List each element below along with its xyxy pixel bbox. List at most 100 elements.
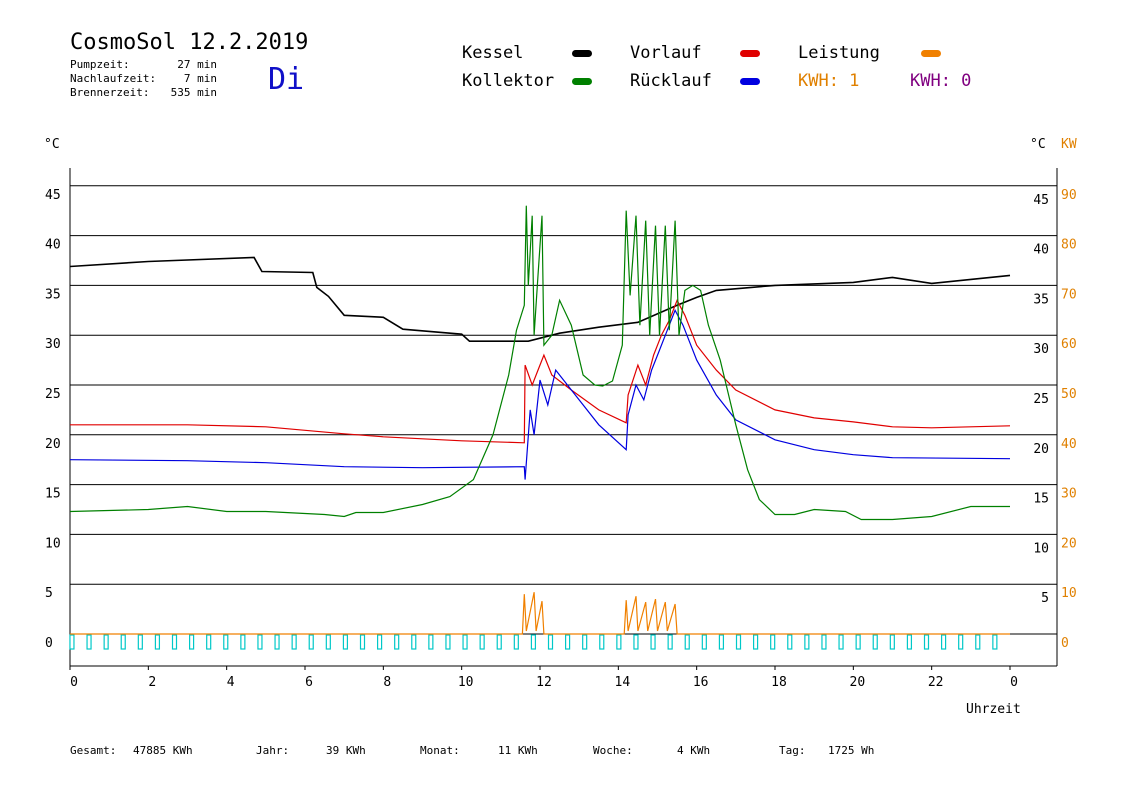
pump-status-marker <box>906 634 913 650</box>
y2-tick-10: 10 <box>1061 586 1077 601</box>
y-tick-right-45: 45 <box>1033 193 1049 208</box>
legend-kwh1: KWH: 1 <box>798 71 860 91</box>
pump-status-marker <box>701 634 707 650</box>
x-tick-label-5: 10 <box>458 675 474 690</box>
y2-tick-70: 70 <box>1061 287 1077 302</box>
legend-kollektor-label: Kollektor <box>462 71 555 91</box>
y-tick-left-15: 15 <box>45 487 61 502</box>
pump-status-marker <box>69 634 75 650</box>
weekday-label: Di <box>268 62 305 97</box>
pump-status-marker <box>582 634 588 650</box>
series-line-leistung <box>70 592 1010 635</box>
pump-status-marker <box>513 634 519 650</box>
x-tick-label-4: 8 <box>383 675 391 690</box>
right-axis-unit-kw: KW <box>1061 137 1077 152</box>
y-tick-left-45: 45 <box>45 188 61 203</box>
info-label-brennerzeit: Brennerzeit: <box>70 86 150 99</box>
y-tick-left-5: 5 <box>45 586 53 601</box>
pump-status-marker <box>206 634 212 650</box>
chart-title: CosmoSol 12.2.2019 <box>70 30 309 55</box>
footer-jahr-label: Jahr: <box>256 744 290 757</box>
y2-tick-80: 80 <box>1061 238 1077 253</box>
right-axis-unit: °C <box>1030 137 1046 152</box>
pump-status-marker <box>752 634 759 650</box>
pump-status-marker <box>120 634 126 650</box>
x-tick-label-11: 22 <box>928 675 944 690</box>
pump-status-marker <box>411 634 417 650</box>
pump-status-marker <box>496 634 502 650</box>
pump-status-marker <box>992 634 998 650</box>
x-tick-label-10: 20 <box>850 675 866 690</box>
pump-status-marker <box>154 634 161 650</box>
pump-status-marker <box>86 634 92 650</box>
x-tick-label-12: 0 <box>1010 675 1018 690</box>
x-axis-label: Uhrzeit <box>966 702 1021 717</box>
pump-status-marker <box>616 634 622 650</box>
pump-status-marker <box>428 634 434 650</box>
pump-status-marker <box>257 634 263 650</box>
info-value-brennerzeit: 535 min <box>170 86 217 99</box>
pump-status-marker <box>770 634 776 650</box>
y-tick-right-30: 30 <box>1033 342 1049 357</box>
x-tick-label-7: 14 <box>615 675 631 690</box>
footer-jahr-value: 39 KWh <box>326 744 366 757</box>
pump-status-marker <box>855 634 861 650</box>
info-value-nachlaufzeit: 7 min <box>183 72 217 85</box>
y2-tick-20: 20 <box>1061 536 1077 551</box>
pump-status-marker <box>718 634 725 650</box>
pump-status-marker <box>530 634 537 650</box>
pump-status-marker <box>291 634 297 650</box>
pump-status-marker <box>564 634 571 650</box>
x-tick-label-6: 12 <box>536 675 552 690</box>
series-line-rücklauf <box>69 308 1011 480</box>
series-line-kollektor <box>69 205 1010 521</box>
y-tick-left-30: 30 <box>45 337 61 352</box>
pump-status-marker <box>240 634 246 650</box>
pump-status-marker <box>308 634 314 650</box>
x-tick-label-3: 6 <box>305 675 313 690</box>
footer-tag-label: Tag: <box>779 744 806 757</box>
y-tick-left-10: 10 <box>45 536 61 551</box>
x-tick-label-9: 18 <box>771 675 787 690</box>
pump-status-marker <box>394 634 400 650</box>
legend-ruecklauf-label: Rücklauf <box>630 71 712 91</box>
pump-status-marker <box>188 634 195 650</box>
pump-status-marker <box>137 634 143 650</box>
pump-status-marker <box>633 634 639 650</box>
footer-monat-value: 11 KWh <box>498 744 538 757</box>
y2-tick-50: 50 <box>1061 387 1077 402</box>
legend-vorlauf-swatch <box>740 50 760 57</box>
pump-status-marker <box>479 634 485 650</box>
info-value-pumpzeit: 27 min <box>177 58 217 71</box>
pump-status-marker <box>274 634 280 650</box>
pump-status-marker <box>667 634 673 650</box>
pump-status-marker <box>223 634 229 650</box>
x-tick-label-1: 2 <box>148 675 156 690</box>
footer-gesamt-value: 47885 KWh <box>133 744 193 757</box>
pump-status-marker <box>889 634 895 650</box>
pump-status-marker <box>684 634 690 650</box>
pump-status-marker <box>821 634 827 650</box>
pump-status-marker <box>325 634 331 650</box>
y-tick-right-5: 5 <box>1041 591 1049 606</box>
pump-status-marker <box>958 634 964 650</box>
x-tick-label-2: 4 <box>227 675 235 690</box>
pump-status-marker <box>872 634 878 650</box>
pump-status-marker <box>838 634 844 650</box>
y-tick-right-15: 15 <box>1033 492 1049 507</box>
footer-tag-value: 1725 Wh <box>828 744 875 757</box>
pump-status-marker <box>650 634 656 650</box>
series-line-kessel <box>69 256 1011 342</box>
footer-woche-value: 4 KWh <box>677 744 711 757</box>
legend-leistung-swatch <box>921 50 941 57</box>
footer-monat-label: Monat: <box>420 744 460 757</box>
legend-ruecklauf-swatch <box>740 78 760 85</box>
y2-tick-30: 30 <box>1061 487 1077 502</box>
y-tick-right-40: 40 <box>1033 243 1049 258</box>
y2-tick-40: 40 <box>1061 437 1077 452</box>
pump-status-marker <box>735 634 742 650</box>
info-label-nachlaufzeit: Nachlaufzeit: <box>70 72 157 85</box>
y-tick-right-25: 25 <box>1033 392 1049 407</box>
y-tick-left-35: 35 <box>45 287 61 302</box>
pump-status-marker <box>445 634 451 650</box>
